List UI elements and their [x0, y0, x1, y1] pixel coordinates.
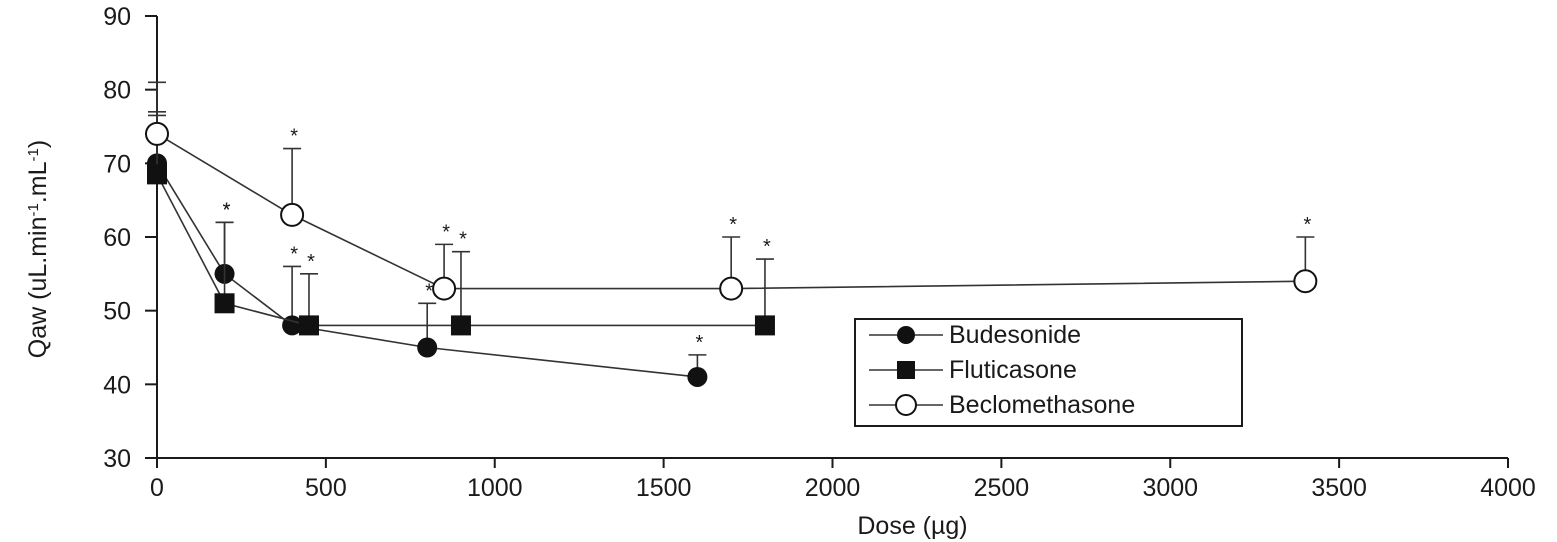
legend-label-budesonide: Budesonide — [949, 321, 1081, 349]
y-axis-title-exp2: -1 — [25, 148, 42, 161]
x-tick-label: 4000 — [1480, 474, 1536, 502]
significance-marker: * — [290, 126, 298, 148]
data-point-fluticasone — [147, 164, 167, 185]
significance-marker: * — [223, 199, 231, 221]
data-point-fluticasone — [450, 315, 471, 336]
y-tick-label: 90 — [103, 3, 131, 31]
x-tick-label: 1500 — [636, 474, 692, 502]
x-axis-title: Dose (µg) — [857, 512, 967, 540]
series-layer: ******* *** * * — [145, 81, 1318, 387]
legend-item-fluticasone: Fluticasone — [869, 356, 1077, 384]
x-tick-label: 3500 — [1311, 474, 1367, 502]
series-beclomethasone: * * * * — [145, 81, 1318, 301]
data-point-beclomethasone — [280, 202, 305, 227]
significance-marker: * — [307, 251, 315, 273]
x-tick-label: 2500 — [974, 474, 1030, 502]
significance-marker: * — [425, 280, 433, 302]
significance-marker: * — [442, 221, 450, 243]
x-axis-ticks: 0 500 1000 1500 2000 2500 3000 3500 4000 — [150, 458, 1536, 502]
data-point-fluticasone — [214, 293, 235, 314]
x-tick-label: 1000 — [467, 474, 523, 502]
data-point-budesonide — [417, 337, 438, 358]
data-point-budesonide — [687, 366, 708, 387]
significance-marker: * — [459, 229, 467, 251]
significance-marker: * — [696, 332, 704, 354]
y-tick-label: 50 — [103, 298, 131, 326]
y-axis-title-base: Qaw (uL.min — [24, 216, 52, 358]
significance-marker: * — [763, 236, 771, 258]
y-tick-label: 60 — [103, 224, 131, 252]
legend-marker-budesonide — [897, 326, 915, 344]
legend-item-budesonide: Budesonide — [869, 321, 1081, 349]
x-tick-label: 0 — [150, 474, 164, 502]
data-point-fluticasone — [298, 315, 319, 336]
y-tick-label: 70 — [103, 150, 131, 178]
significance-marker: * — [223, 199, 231, 221]
legend-label-fluticasone: Fluticasone — [949, 356, 1077, 384]
y-axis-title-end: ) — [24, 140, 52, 148]
x-tick-label: 3000 — [1142, 474, 1198, 502]
legend-label-beclomethasone: Beclomethasone — [949, 391, 1135, 419]
data-point-beclomethasone — [719, 276, 744, 301]
series-fluticasone: * * * * — [147, 114, 775, 336]
y-tick-label: 80 — [103, 77, 131, 105]
x-tick-label: 2000 — [805, 474, 861, 502]
legend-box — [854, 318, 1243, 427]
y-axis-title: Qaw (uL.min-1.mL-1) — [24, 140, 52, 358]
series-budesonide: * * * * — [147, 110, 708, 387]
plot-area: 30 40 50 60 70 80 90 0 500 1000 1500 2000 2500 3000 3… — [103, 3, 1536, 502]
y-axis-ticks: 30 40 50 60 70 80 90 — [103, 3, 157, 473]
significance-marker: * — [729, 214, 737, 236]
y-tick-label: 30 — [103, 445, 131, 473]
legend-marker-beclomethasone — [895, 394, 917, 416]
significance-marker: * — [290, 243, 298, 265]
data-point-beclomethasone — [145, 121, 169, 146]
significance-marker: * — [1303, 214, 1311, 236]
y-axis-title-mid: .mL — [24, 161, 52, 203]
legend: Budesonide Fluticasone Beclomethasone — [854, 318, 1243, 427]
data-point-beclomethasone — [1293, 269, 1318, 294]
x-tick-label: 500 — [305, 474, 347, 502]
data-point-fluticasone — [754, 315, 775, 336]
y-tick-label: 40 — [103, 371, 131, 399]
legend-item-beclomethasone: Beclomethasone — [869, 391, 1135, 419]
data-point-beclomethasone — [432, 276, 457, 301]
y-axis-title-exp1: -1 — [25, 203, 42, 216]
legend-marker-fluticasone — [897, 361, 915, 379]
